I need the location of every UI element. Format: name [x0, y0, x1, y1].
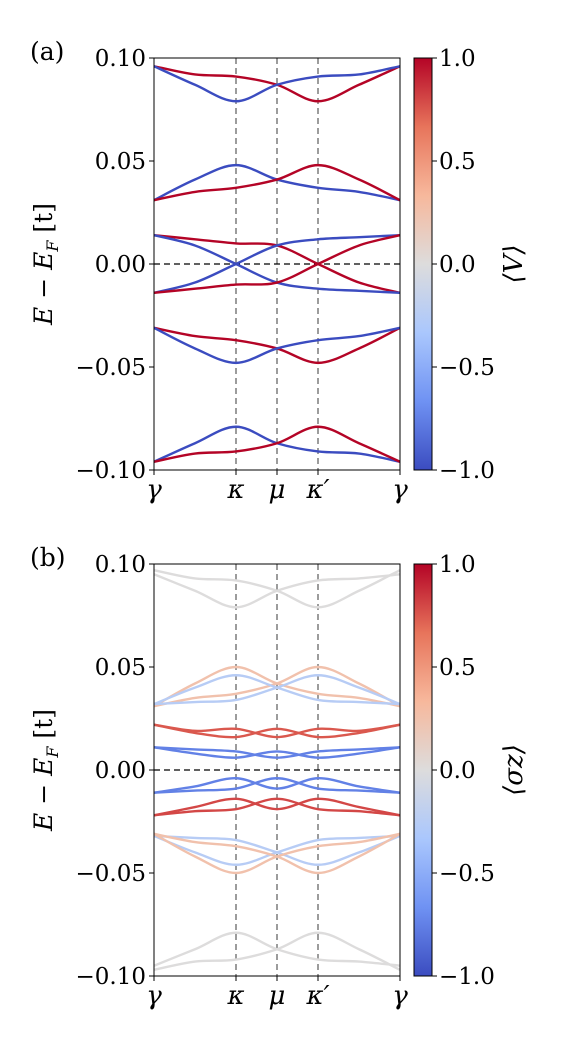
panel-a-colorbar: ⟨V⟩ 1.0 0.5 0.0 −0.5 −1.0 [413, 46, 529, 484]
panel-a-band-6 [153, 233, 401, 295]
panel-a-ylabel: E − EF [t] [29, 203, 62, 326]
panel-b-xtick-label-3: κ′ [306, 981, 330, 1011]
panel-b-cbar-tick-label-2: 0.0 [439, 758, 476, 784]
panel-b-label: (b) [30, 543, 66, 572]
panel-b-ytick-label-1: 0.05 [95, 655, 146, 681]
panel-a-plot: 0.100.050.00−0.05−0.10γ κ μ κ′ γ [76, 46, 409, 505]
panel-b-ytick-label-0: 0.10 [95, 552, 146, 578]
panel-b-xtick-label-2: μ [269, 981, 286, 1011]
panel-a-cbar-tick-label-3: −0.5 [439, 355, 495, 381]
panel-b-xtick-label-4: γ [392, 981, 408, 1011]
panel-b-band-1 [153, 573, 401, 609]
panel-b-band-3 [153, 665, 401, 708]
panel-a-label: (a) [30, 37, 64, 66]
panel-a-band-1 [153, 65, 401, 103]
panel-b-ylabel: E − EF [t] [29, 709, 62, 832]
panel-b-ytick-label-4: −0.10 [76, 964, 146, 990]
panel-b-band-19 [153, 931, 401, 967]
panel-b-band-12 [153, 797, 401, 817]
panel-b-cbar-tick-label-0: 1.0 [439, 552, 476, 578]
panel-a: (a) E − EF [t] 0.100.050.00−0.05−0.10γ κ μ… [29, 37, 529, 505]
panel-a-ytick-label-0: 0.10 [95, 46, 146, 72]
panel-b-band-9 [153, 746, 401, 759]
panel-b-band-8 [153, 746, 401, 759]
panel-b-band-15 [153, 834, 401, 866]
panel-b-colorbar: ⟨σz⟩ 1.0 0.5 0.0 −0.5 −1.0 [413, 552, 529, 990]
panel-a-ytick-label-1: 0.05 [95, 149, 146, 175]
panel-a-xtick-label-2: μ [269, 475, 286, 505]
panel-a-xtick-label-4: γ [392, 475, 408, 505]
panel-b-band-11 [153, 777, 401, 794]
panel-b-band-17 [153, 832, 401, 875]
panel-a-cbar-tick-label-1: 0.5 [439, 149, 476, 175]
panel-a-colorbar-label: ⟨V⟩ [499, 244, 529, 283]
panel-b-plot: 0.100.050.00−0.05−0.10γ κ μ κ′ γ [76, 552, 409, 1011]
panel-a-cbar-tick-label-0: 1.0 [439, 46, 476, 72]
panel-b-xtick-label-1: κ [226, 981, 244, 1011]
panel-b-band-13 [153, 797, 401, 817]
panel-b-ytick-label-2: 0.00 [95, 758, 146, 784]
panel-b-cbar-tick-label-1: 0.5 [439, 655, 476, 681]
panel-b-band-7 [153, 723, 401, 739]
panel-a-cbar-tick-label-4: −1.0 [439, 458, 495, 484]
panel-a-band-7 [153, 233, 401, 295]
panel-a-cbar-tick-label-2: 0.0 [439, 252, 476, 278]
panel-b-xtick-label-0: γ [146, 981, 162, 1011]
panel-a-xtick-label-3: κ′ [306, 475, 330, 505]
panel-b-colorbar-gradient [414, 564, 432, 976]
panel-b-ytick-label-3: −0.05 [76, 861, 146, 887]
panel-a-ytick-label-3: −0.05 [76, 355, 146, 381]
panel-a-colorbar-gradient [414, 58, 432, 470]
panel-a-xtick-label-1: κ [226, 475, 244, 505]
panel-a-xtick-label-0: γ [146, 475, 162, 505]
panel-a-band-3 [153, 163, 401, 202]
panel-b: (b) E − EF [t] 0.100.050.00−0.05−0.10γ κ μ… [29, 543, 529, 1011]
panel-a-band-11 [153, 425, 401, 463]
panel-b-band-5 [153, 674, 401, 706]
panel-b-colorbar-label: ⟨σz⟩ [499, 744, 529, 796]
panel-b-cbar-tick-label-3: −0.5 [439, 861, 495, 887]
panel-a-band-9 [153, 326, 401, 365]
panel-a-ytick-label-4: −0.10 [76, 458, 146, 484]
panel-b-cbar-tick-label-4: −1.0 [439, 964, 495, 990]
panel-b-band-10 [153, 777, 401, 794]
panel-b-band-6 [153, 723, 401, 739]
panel-a-ytick-label-2: 0.00 [95, 252, 146, 278]
